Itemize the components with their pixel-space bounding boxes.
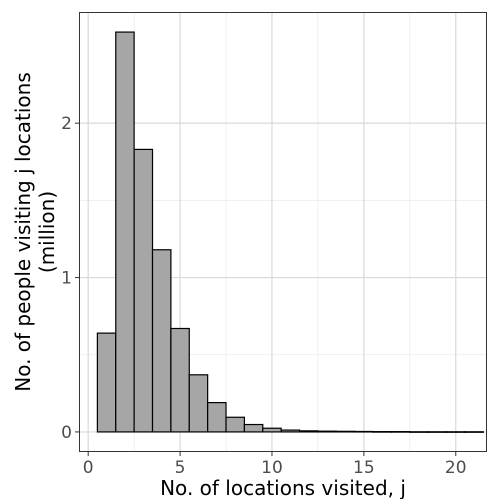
y-tick-label: 0 (61, 423, 72, 443)
histogram-bar (170, 327, 190, 433)
x-tick-label: 20 (445, 458, 467, 478)
y-tick-label: 2 (61, 114, 72, 134)
y-tick-label: 1 (61, 269, 72, 289)
histogram-bar (354, 430, 374, 433)
y-axis-ticks: 0 1 2 (61, 114, 79, 443)
histogram-bar (445, 431, 466, 433)
x-tick-label: 10 (261, 458, 283, 478)
histogram-bar (464, 431, 484, 433)
histogram-bar (280, 429, 301, 433)
x-axis-ticks: 0 5 10 15 20 (83, 452, 467, 478)
major-gridlines (79, 12, 487, 452)
histogram-bar (317, 430, 337, 433)
histogram-bar (372, 431, 393, 433)
x-axis-title: No. of locations visited, j (160, 476, 406, 499)
y-axis-title-line1: No. of people visiting j locations (11, 72, 35, 392)
plot-border (79, 12, 487, 452)
histogram-bar (207, 401, 227, 433)
histogram-bar (133, 148, 154, 433)
x-tick-label: 5 (175, 458, 186, 478)
histogram-bar (335, 430, 356, 433)
histogram-bar (409, 431, 429, 433)
histogram-bar (151, 249, 172, 433)
y-axis-title-line2: (million) (35, 191, 59, 273)
histogram-bar (427, 431, 448, 433)
histogram-bar (243, 423, 264, 433)
bar-series (96, 31, 484, 433)
histogram-bar (225, 416, 246, 433)
histogram-bar (262, 427, 282, 433)
x-tick-label: 0 (83, 458, 94, 478)
histogram-bar (390, 431, 411, 433)
x-tick-label: 15 (353, 458, 375, 478)
histogram-bar (188, 374, 209, 433)
histogram-bar (115, 31, 135, 433)
histogram-bar (96, 332, 117, 433)
histogram-bar (298, 430, 319, 433)
